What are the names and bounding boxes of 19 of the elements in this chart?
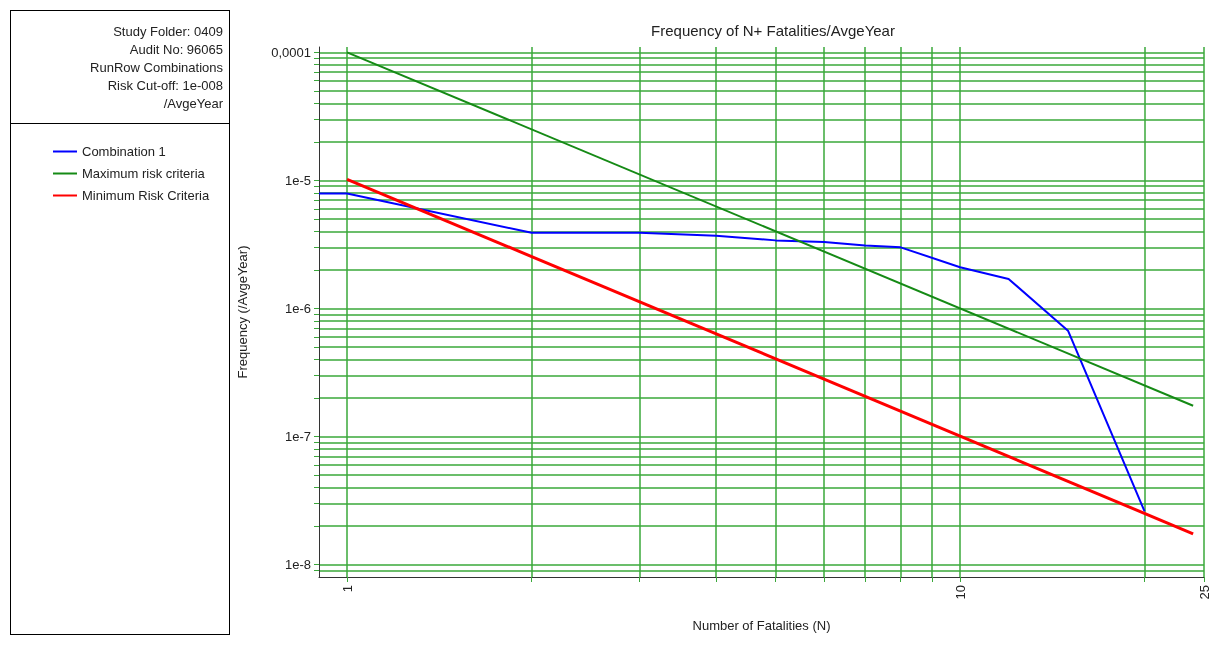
- text: /AvgeYear: [162, 95, 223, 113]
- legend-label: Minimum Risk Criteria: [82, 188, 210, 203]
- y-tick-label: 1e-5: [284, 172, 311, 188]
- x-tick-label: 1: [339, 585, 355, 593]
- y-tick-label: 1e-7: [284, 429, 311, 445]
- text: Risk Cut-off: 1e-008: [106, 77, 223, 95]
- chart-title: Frequency of N+ Fatalities/AvgeYear: [651, 22, 895, 39]
- legend-label: Maximum risk criteria: [82, 166, 206, 181]
- x-tick-label: 10: [952, 585, 968, 600]
- x-axis-title: Number of Fatalities (N): [692, 618, 831, 633]
- y-tick-label: 0,0001: [271, 44, 311, 60]
- y-axis-title: Frequency (/AvgeYear): [235, 245, 250, 379]
- y-tick-label: 1e-8: [284, 557, 311, 573]
- x-tick-label: 25: [1196, 585, 1212, 600]
- legend-label: Combination 1: [82, 144, 166, 159]
- y-tick-label: 1e-6: [284, 300, 311, 316]
- text: RunRow Combinations: [89, 59, 223, 77]
- text: Study Folder: 0409: [112, 23, 223, 41]
- text: Audit No: 96065: [128, 41, 223, 59]
